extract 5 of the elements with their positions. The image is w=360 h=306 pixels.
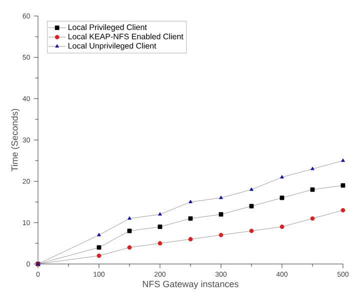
legend-label: Local KEAP-NFS Enabled Client <box>68 33 184 40</box>
legend-label: Local Privileged Client <box>68 24 147 32</box>
legend-label: Local Unprivileged Client <box>68 42 156 50</box>
x-axis-title: NFS Gateway instances <box>142 280 238 289</box>
y-axis-title: Time (Seconds) <box>11 108 20 172</box>
